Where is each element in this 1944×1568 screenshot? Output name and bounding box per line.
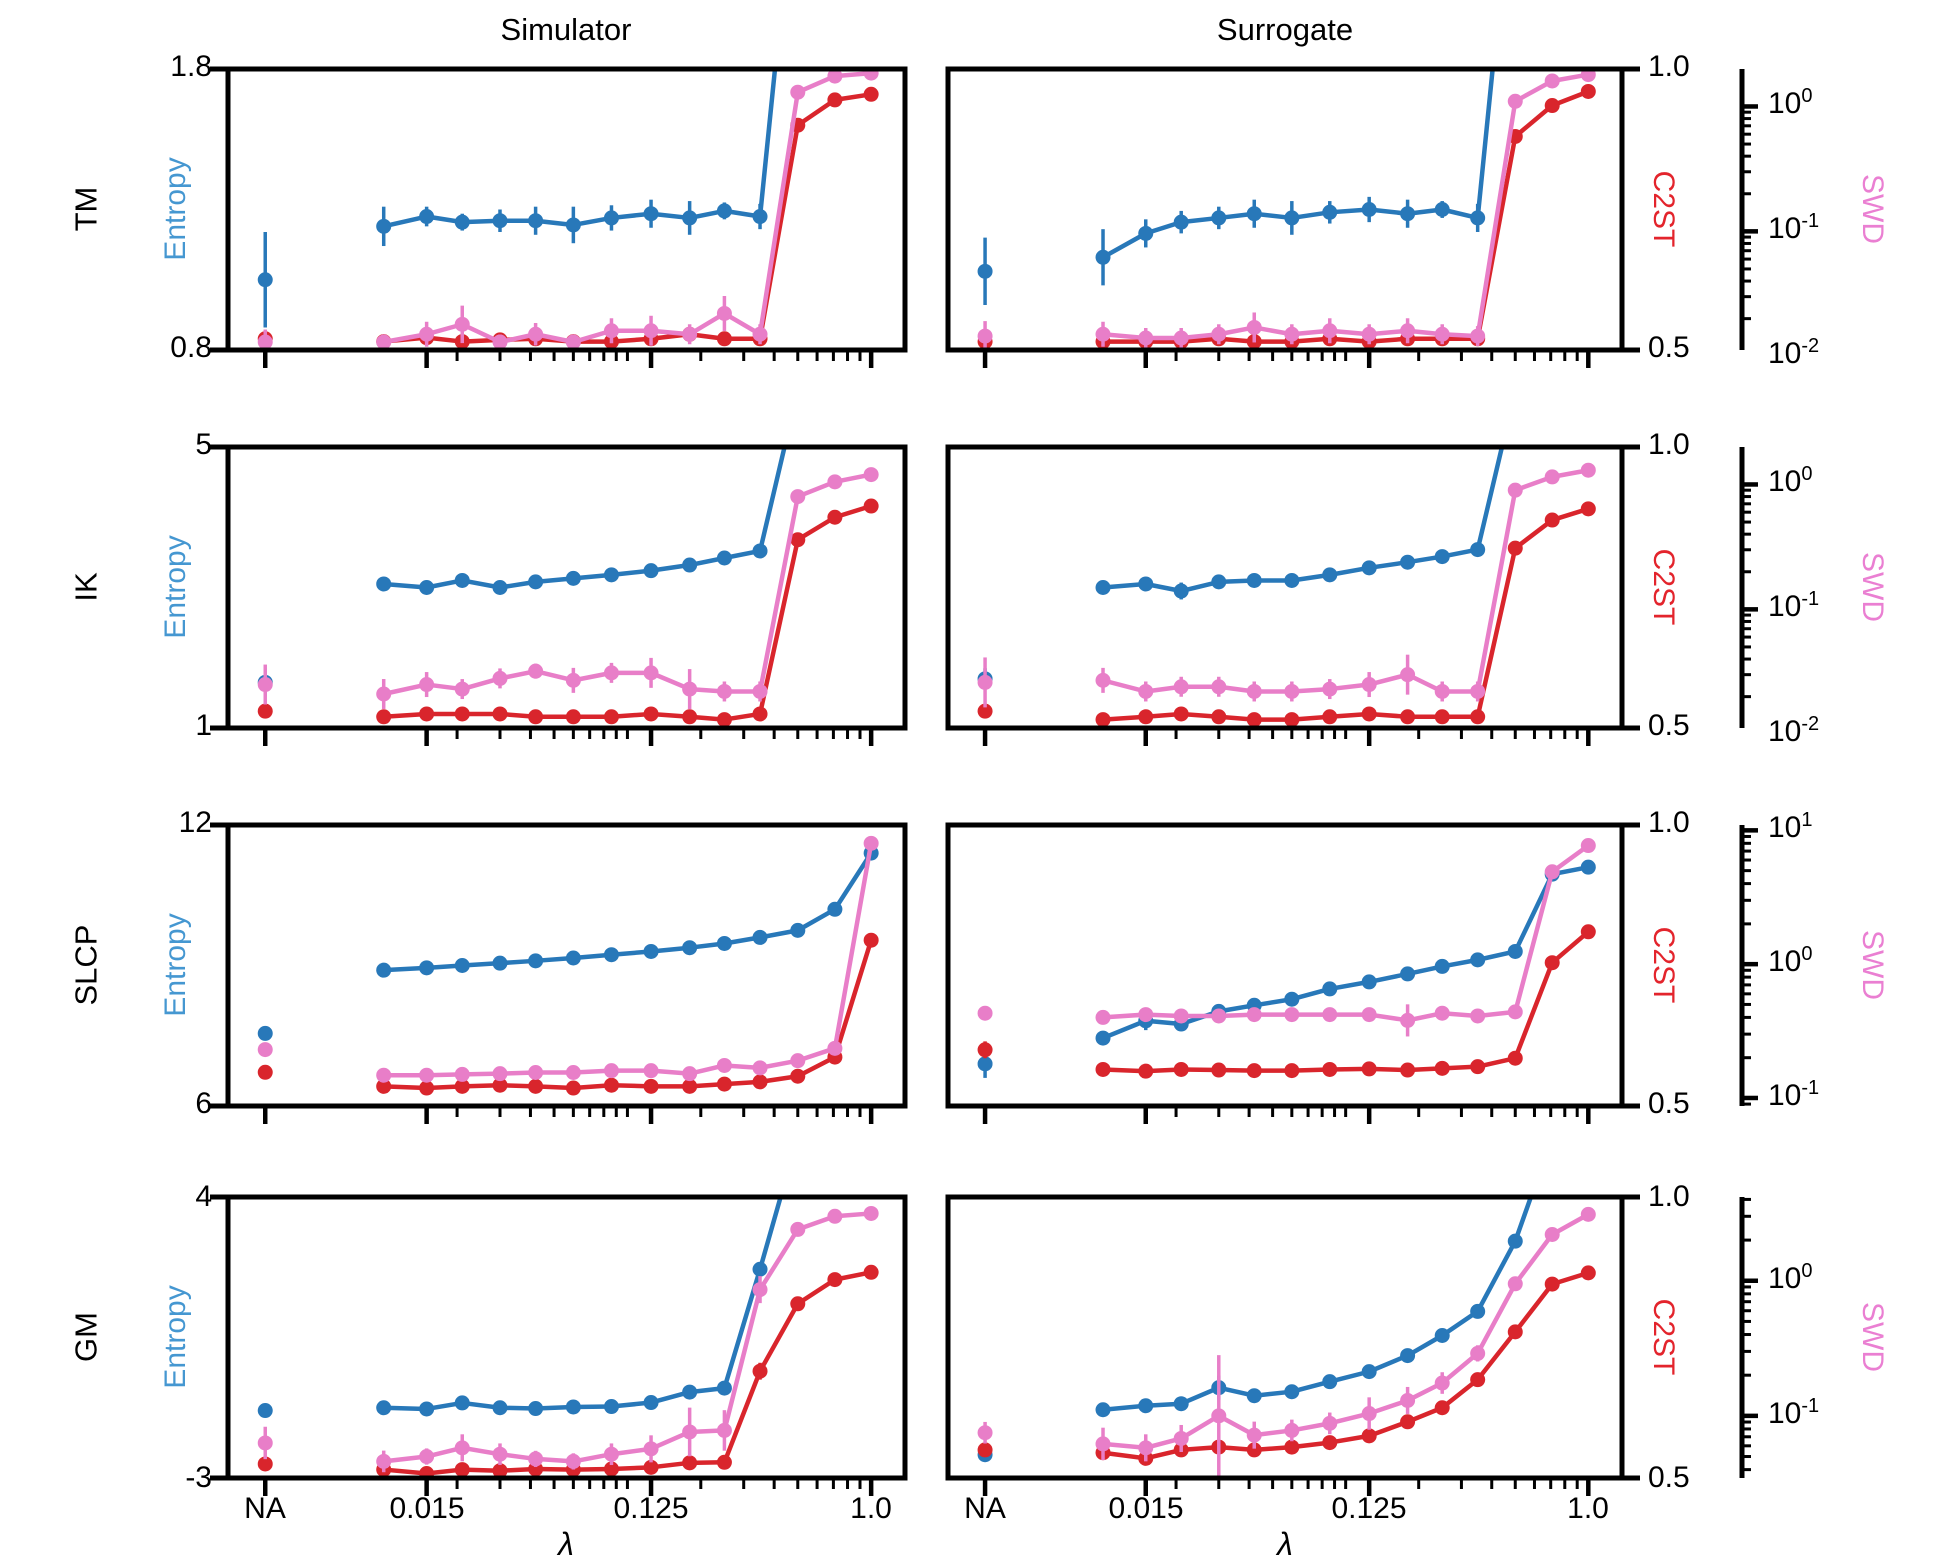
panel-SLCP-surrogate <box>977 838 1596 1079</box>
panel-TM-surrogate <box>977 69 1596 350</box>
panel-box <box>945 444 1625 731</box>
panel-IK-surrogate <box>977 447 1596 728</box>
panel-GM-simulator <box>257 1197 879 1478</box>
panel-SLCP-simulator <box>257 835 879 1096</box>
panel-box <box>945 822 1625 1109</box>
panel-TM-simulator <box>257 69 879 350</box>
panel-IK-simulator <box>257 447 879 728</box>
panel-box <box>225 444 908 731</box>
panel-box <box>225 66 908 353</box>
panel-box <box>945 66 1625 353</box>
panel-box <box>225 1194 908 1481</box>
panel-GM-surrogate <box>977 1197 1596 1477</box>
panel-box <box>225 822 908 1109</box>
panel-box <box>945 1194 1625 1481</box>
